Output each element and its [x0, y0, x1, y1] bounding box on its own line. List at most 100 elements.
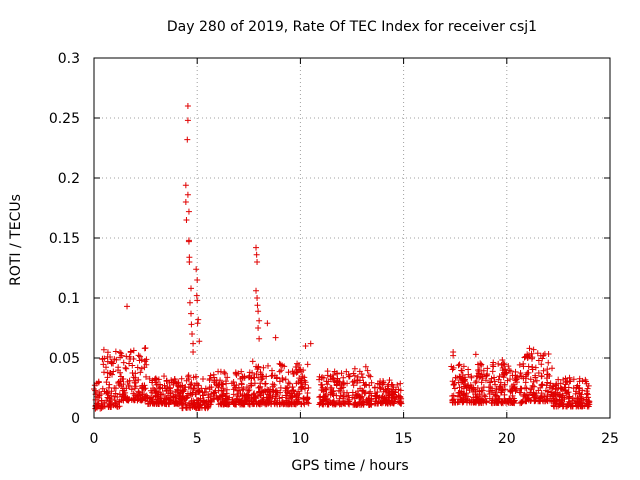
data-point: [386, 377, 393, 384]
data-point: [483, 398, 490, 405]
data-point: [178, 375, 185, 382]
data-point: [238, 368, 245, 375]
data-point: [379, 398, 386, 405]
data-point: [566, 393, 573, 400]
data-point: [250, 391, 257, 398]
data-point: [366, 401, 373, 408]
data-point: [192, 391, 199, 398]
data-point: [279, 375, 286, 382]
data-point: [345, 392, 352, 399]
data-point: [279, 394, 286, 401]
data-point: [513, 387, 520, 394]
data-point: [104, 358, 111, 365]
data-point: [520, 363, 527, 370]
data-point: [259, 375, 266, 382]
data-point: [343, 368, 350, 375]
axis-ticks: 0 5 10 15 20 25 0 0.05 0.1 0.15 0.2 0.25 0.3: [49, 51, 619, 447]
data-point: [460, 383, 467, 390]
data-point: [152, 393, 159, 400]
data-point: [560, 376, 567, 383]
data-point: [528, 350, 535, 357]
data-point: [164, 383, 171, 390]
data-point: [276, 400, 283, 407]
data-point: [282, 385, 289, 392]
data-point: [359, 387, 366, 394]
data-point: [546, 384, 553, 391]
data-point: [234, 387, 241, 394]
data-point: [538, 381, 545, 388]
data-point: [206, 375, 213, 382]
data-point: [185, 376, 192, 383]
data-point: [484, 365, 491, 372]
data-point: [194, 320, 201, 327]
data-point: [255, 325, 262, 331]
data-point: [450, 381, 457, 388]
data-point: [499, 356, 506, 363]
data-point: [532, 372, 539, 379]
data-point: [481, 392, 488, 399]
data-point: [139, 382, 146, 389]
data-point: [254, 302, 261, 309]
data-point: [168, 377, 175, 384]
data-point: [243, 397, 250, 404]
data-point: [349, 379, 356, 386]
data-point: [186, 404, 193, 411]
data-point: [253, 287, 260, 294]
data-point: [295, 378, 302, 385]
data-point: [204, 405, 211, 412]
data-point: [318, 381, 325, 388]
data-point: [565, 389, 572, 396]
data-point: [118, 350, 125, 357]
data-point: [304, 389, 311, 396]
data-point: [550, 403, 557, 410]
data-point: [124, 303, 131, 310]
data-point: [395, 392, 402, 399]
data-point: [484, 371, 491, 378]
x-tick-label: 20: [498, 431, 516, 447]
data-point: [583, 394, 590, 401]
data-point: [320, 397, 327, 404]
data-point: [141, 358, 148, 365]
data-point: [188, 310, 195, 317]
data-point: [222, 378, 229, 385]
data-point: [130, 347, 137, 354]
data-point: [253, 251, 260, 258]
data-point: [565, 398, 572, 405]
data-point: [290, 370, 297, 377]
data-point: [254, 259, 261, 265]
data-point: [268, 373, 275, 380]
data-point: [276, 395, 283, 402]
data-point: [182, 182, 189, 189]
data-point: [260, 364, 267, 371]
data-point: [500, 374, 507, 381]
data-point: [337, 392, 344, 399]
data-point: [285, 369, 292, 376]
data-point: [368, 396, 375, 403]
data-point: [253, 244, 260, 251]
data-point: [570, 385, 577, 392]
data-point: [538, 361, 545, 368]
data-point: [257, 383, 264, 390]
data-point: [379, 381, 386, 388]
data-point: [126, 377, 133, 384]
data-point: [147, 387, 154, 394]
data-point: [553, 380, 560, 387]
data-point: [530, 346, 537, 353]
data-point: [473, 378, 480, 385]
data-point: [482, 393, 489, 400]
data-point: [327, 384, 334, 391]
data-point: [276, 378, 283, 385]
y-tick-label: 0.05: [49, 351, 80, 367]
data-point: [166, 394, 173, 401]
data-point: [380, 388, 387, 395]
data-point: [179, 382, 186, 389]
data-point: [214, 382, 221, 389]
data-point: [128, 386, 135, 393]
data-point: [564, 389, 571, 396]
data-point: [111, 397, 118, 404]
data-point: [124, 397, 131, 404]
data-point: [285, 379, 292, 386]
data-point: [385, 381, 392, 388]
data-point: [368, 379, 375, 386]
